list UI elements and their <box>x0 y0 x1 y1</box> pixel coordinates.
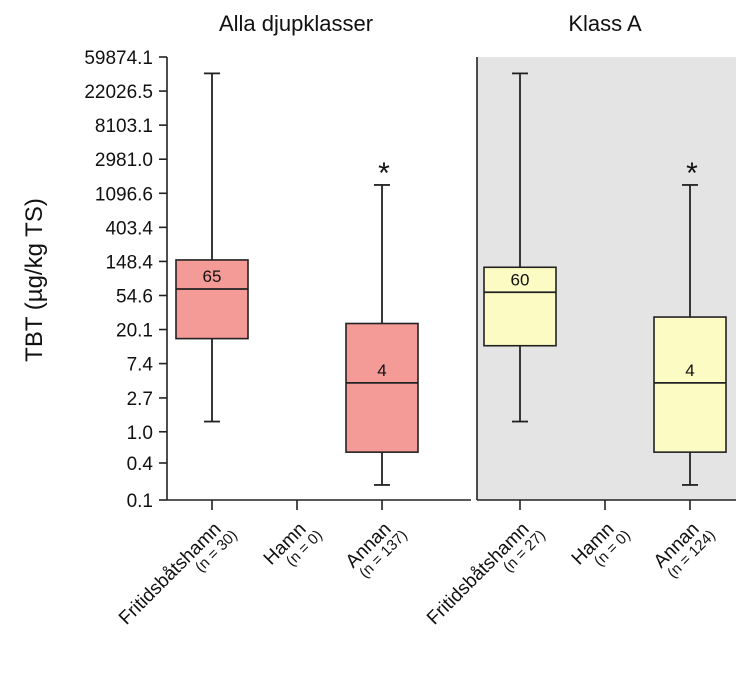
box-count-label: 4 <box>377 361 386 380</box>
y-tick-label: 1096.6 <box>95 184 153 205</box>
y-tick-label: 2.7 <box>127 389 153 410</box>
y-tick-label: 54.6 <box>116 286 153 307</box>
box-iqr <box>483 266 557 347</box>
panel-2-title: Klass A <box>568 11 642 36</box>
box-count-label: 65 <box>203 267 222 286</box>
y-tick-label: 403.4 <box>105 218 153 239</box>
y-tick-label: 0.4 <box>127 454 154 475</box>
significance-marker: * <box>378 157 390 190</box>
y-axis: 59874.1 22026.5 8103.1 2981.0 1096.6 403.4 148… <box>84 48 168 512</box>
y-tick-label: 59874.1 <box>84 48 153 69</box>
box-iqr <box>653 316 727 453</box>
y-tick-label: 22026.5 <box>84 82 153 103</box>
y-tick-label: 2981.0 <box>95 150 153 171</box>
box-count-label: 4 <box>685 361 694 380</box>
y-tick-label: 20.1 <box>116 321 153 342</box>
box-iqr <box>345 322 419 453</box>
y-tick-label: 1.0 <box>127 423 153 444</box>
y-tick-label: 7.4 <box>127 355 154 376</box>
y-tick-label: 8103.1 <box>95 116 153 137</box>
y-tick-label: 0.1 <box>127 491 153 512</box>
box-iqr <box>175 259 249 340</box>
box-count-label: 60 <box>511 270 530 289</box>
y-tick-label: 148.4 <box>105 252 153 273</box>
x-tick-label: Fritidsbåtshamn <box>423 519 533 629</box>
y-axis-label: TBT (µg/kg TS) <box>21 198 48 362</box>
panel-1-title: Alla djupklasser <box>219 11 373 36</box>
significance-marker: * <box>686 157 698 190</box>
x-tick-label: Fritidsbåtshamn <box>115 519 225 629</box>
